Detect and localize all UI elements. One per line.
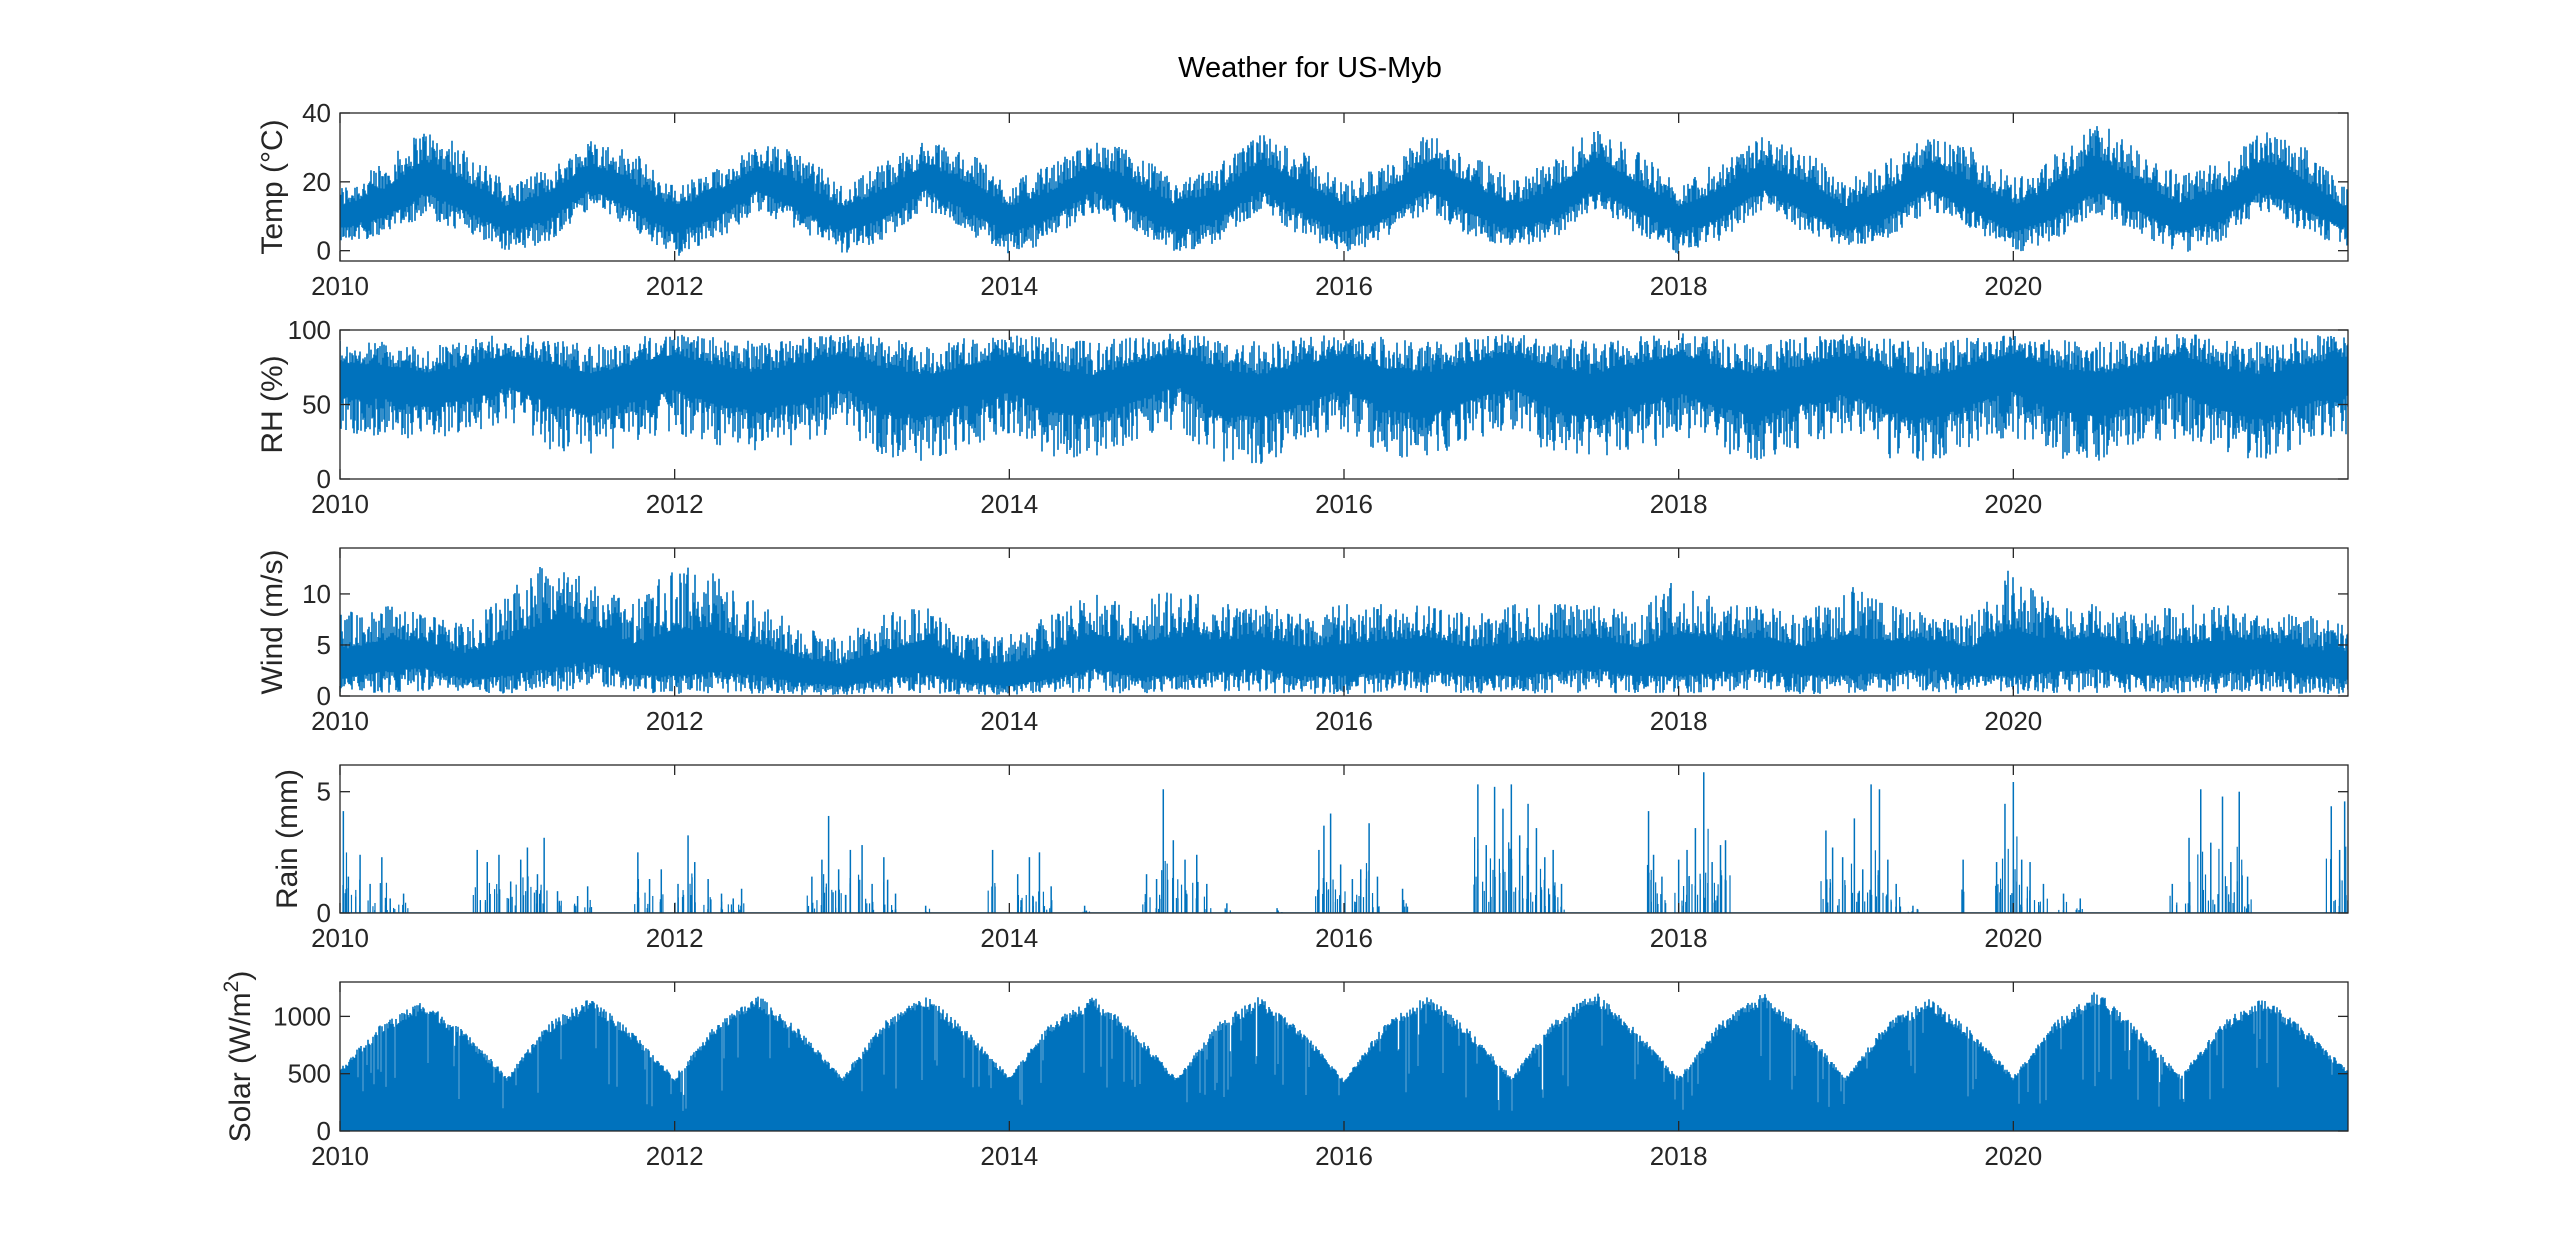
solar-xtick-label: 2018	[1650, 1141, 1708, 1171]
subplot-rain: 0 5 2010 2012 2014 2016 2018 2020 Rain (mm)	[271, 764, 2349, 953]
solar-data	[340, 992, 2348, 1131]
wind-series-line	[340, 567, 2348, 695]
rh-xtick-label: 2012	[646, 489, 704, 519]
rain-ytick-label: 0	[317, 898, 331, 928]
rh-ytick-label: 0	[317, 464, 331, 494]
rain-xtick-label: 2010	[311, 923, 369, 953]
wind-xtick-label: 2018	[1650, 706, 1708, 736]
wind-xtick-label: 2010	[311, 706, 369, 736]
rh-xtick-label: 2020	[1984, 489, 2042, 519]
wind-xtick-label: 2012	[646, 706, 704, 736]
rh-xtick-label: 2018	[1650, 489, 1708, 519]
rain-xtick-label: 2020	[1984, 923, 2042, 953]
subplot-solar: 0 500 1000 2010 2012 2014 2016 2018 2020 Solar (W…	[220, 971, 2349, 1171]
figure-title: Weather for US-Myb	[1178, 52, 1442, 84]
rain-data	[340, 772, 2348, 913]
rh-xtick-label: 2014	[980, 489, 1038, 519]
rain-xtick-label: 2018	[1650, 923, 1708, 953]
temp-series-line	[340, 126, 2348, 256]
wind-xtick-label: 2016	[1315, 706, 1373, 736]
rain-xtick-label: 2014	[980, 923, 1038, 953]
wind-data	[340, 567, 2348, 695]
wind-ylabel: Wind (m/s)	[256, 550, 289, 695]
wind-xtick-label: 2020	[1984, 706, 2042, 736]
rh-series-line	[340, 333, 2348, 464]
solar-ytick-label: 0	[317, 1116, 331, 1146]
subplot-wind: 0 5 10 2010 2012 2014 2016 2018 2020 Wind (m/s)	[256, 547, 2349, 736]
solar-series-area	[340, 992, 2348, 1131]
solar-ytick-label: 1000	[273, 1001, 331, 1031]
temp-xtick-label: 2018	[1650, 271, 1708, 301]
subplot-temp: 0 20 40 2010 2012 2014 2016 2018 2020 Temp (°C)	[256, 98, 2349, 301]
rh-xtick-label: 2010	[311, 489, 369, 519]
solar-xtick-label: 2010	[311, 1141, 369, 1171]
rain-axes-box	[339, 764, 2349, 914]
subplot-rh: 0 50 100 2010 2012 2014 2016 2018 2020 RH (%)	[256, 315, 2349, 519]
solar-xtick-label: 2012	[646, 1141, 704, 1171]
rain-ytick-label: 5	[317, 777, 331, 807]
temp-xtick-label: 2016	[1315, 271, 1373, 301]
solar-xtick-label: 2020	[1984, 1141, 2042, 1171]
wind-ytick-label: 5	[317, 630, 331, 660]
wind-ytick-label: 0	[317, 681, 331, 711]
temp-ytick-label: 20	[302, 167, 331, 197]
rain-xtick-label: 2012	[646, 923, 704, 953]
temp-xtick-label: 2010	[311, 271, 369, 301]
rh-data	[340, 333, 2348, 464]
solar-ytick-label: 500	[288, 1059, 331, 1089]
rain-ylabel: Rain (mm)	[271, 769, 304, 909]
wind-ytick-label: 10	[302, 579, 331, 609]
temp-ylabel: Temp (°C)	[256, 119, 289, 254]
temp-ytick-label: 0	[317, 236, 331, 266]
solar-ylabel: Solar (W/m2)	[220, 971, 257, 1143]
solar-xtick-label: 2016	[1315, 1141, 1373, 1171]
solar-xtick-label: 2014	[980, 1141, 1038, 1171]
rh-ylabel: RH (%)	[256, 355, 289, 453]
temp-ytick-label: 40	[302, 98, 331, 128]
rh-xtick-label: 2016	[1315, 489, 1373, 519]
temp-xtick-label: 2012	[646, 271, 704, 301]
rain-xtick-label: 2016	[1315, 923, 1373, 953]
temp-xtick-label: 2014	[980, 271, 1038, 301]
wind-xtick-label: 2014	[980, 706, 1038, 736]
rh-ytick-label: 100	[288, 315, 331, 345]
temp-xtick-label: 2020	[1984, 271, 2042, 301]
temp-data	[340, 126, 2348, 256]
rh-ytick-label: 50	[302, 390, 331, 420]
